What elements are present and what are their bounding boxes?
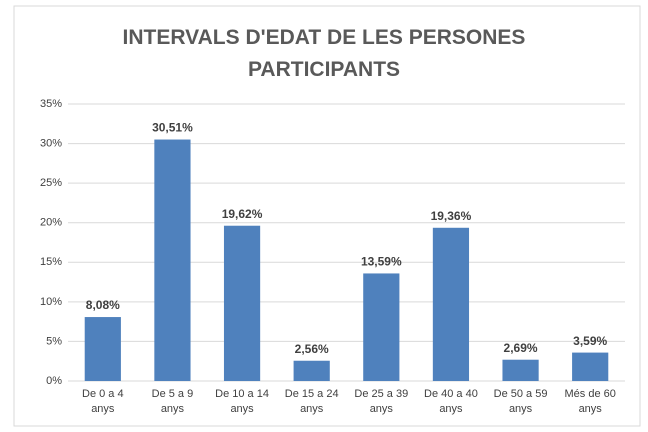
x-tick-label-box: De 40 a 40 anys bbox=[424, 388, 478, 415]
bar bbox=[293, 360, 330, 381]
x-tick-label: De 40 a 40 anys bbox=[424, 388, 478, 415]
chart-frame bbox=[13, 5, 641, 427]
x-tick-label-box: De 10 a 14 anys bbox=[215, 388, 269, 415]
y-tick-label: 25% bbox=[40, 177, 62, 189]
x-tick-label-box: De 15 a 24 anys bbox=[284, 388, 339, 415]
data-label: 19,36% bbox=[431, 209, 472, 223]
data-label: 2,69% bbox=[504, 341, 538, 355]
y-tick-label: 15% bbox=[40, 256, 62, 268]
data-label: 13,59% bbox=[361, 255, 402, 269]
bar bbox=[432, 227, 470, 381]
x-tick-label: De 15 a 24 anys bbox=[284, 388, 339, 415]
x-tick-label-box: De 0 a 4 anys bbox=[82, 388, 124, 415]
x-tick-label: De 5 a 9 anys bbox=[151, 388, 194, 415]
y-tick-label: 35% bbox=[40, 98, 62, 110]
data-label: 8,08% bbox=[86, 298, 120, 312]
y-tick-label: 20% bbox=[40, 217, 62, 229]
x-tick-label: Més de 60 anys bbox=[564, 388, 616, 415]
x-tick-label: De 50 a 59 anys bbox=[493, 388, 548, 415]
y-tick-label: 30% bbox=[40, 137, 62, 149]
data-label: 3,59% bbox=[573, 334, 607, 348]
bar bbox=[223, 225, 261, 381]
bar bbox=[502, 359, 539, 381]
data-label: 30,51% bbox=[152, 121, 193, 135]
x-tick-label: De 25 a 39 anys bbox=[354, 388, 409, 415]
x-tick-label: De 0 a 4 anys bbox=[82, 388, 124, 415]
y-tick-label: 10% bbox=[40, 296, 62, 308]
bar bbox=[84, 317, 121, 381]
x-tick-label: De 10 a 14 anys bbox=[215, 388, 269, 415]
bar bbox=[363, 273, 400, 381]
x-tick-label-box: De 50 a 59 anys bbox=[493, 388, 548, 415]
data-label: 2,56% bbox=[295, 342, 329, 356]
bar bbox=[572, 352, 609, 381]
x-tick-label-box: Més de 60 anys bbox=[564, 388, 616, 415]
x-tick-label-box: De 25 a 39 anys bbox=[354, 388, 409, 415]
bar bbox=[154, 139, 191, 381]
y-tick-label: 5% bbox=[46, 335, 62, 347]
data-label: 19,62% bbox=[222, 207, 263, 221]
x-tick-label-box: De 5 a 9 anys bbox=[151, 388, 194, 415]
chart-title: INTERVALS D'EDAT DE LES PERSONES PARTICI… bbox=[122, 26, 526, 81]
y-tick-label: 0% bbox=[46, 375, 62, 387]
